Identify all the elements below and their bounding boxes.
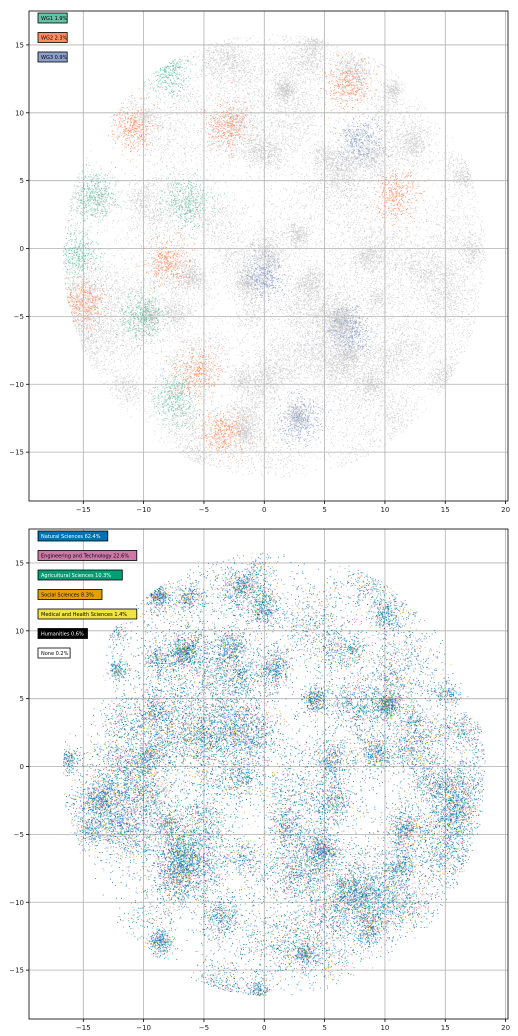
axes-frame: [28, 528, 509, 1020]
legend-box: [37, 647, 71, 659]
legend-label: Agricultural Sciences 10.3%: [41, 573, 111, 579]
legend-label: Engineering and Technology 22.6%: [41, 554, 129, 560]
scatter-points: [29, 11, 508, 501]
x-tick-label: 0: [262, 1024, 266, 1032]
x-tick-label: −10: [136, 1024, 151, 1032]
x-tick-label: −5: [199, 1024, 209, 1032]
legend-box: [37, 628, 88, 639]
x-tick-label: 20: [501, 506, 510, 514]
legend-box: [37, 51, 68, 63]
scatter-panel-fields: −15 −10 −5 0 5 10 15 20 −15 −10 −5 0 5 10 15 Natural Sc…: [9, 528, 510, 1032]
y-tick-label: 0: [20, 763, 24, 771]
y-tick-label: 5: [20, 695, 24, 703]
y-tick-label: −15: [9, 967, 24, 975]
y-tick-label: 5: [20, 177, 24, 185]
legend-box: [37, 550, 138, 561]
legend-box: [37, 589, 103, 600]
legend: Natural Sciences 62.4% Engineering and Te…: [37, 530, 138, 659]
legend-box: [37, 608, 138, 620]
x-tick-label: 10: [380, 1024, 389, 1032]
x-tick-label: 10: [380, 506, 389, 514]
legend-label: None 0.2%: [41, 651, 69, 657]
legend-label: WG1 1.9%: [41, 16, 68, 22]
x-tick-label: 15: [441, 1024, 450, 1032]
scatter-points: [29, 529, 508, 1019]
x-tick-label: 20: [501, 1024, 510, 1032]
legend-label: WG2 2.3%: [41, 36, 68, 42]
legend-label: WG3 0.9%: [41, 55, 68, 61]
legend: WG1 1.9% WG2 2.3% WG3 0.9%: [37, 12, 68, 63]
x-tick-label: 5: [322, 1024, 326, 1032]
legend-label: Medical and Health Sciences 1.4%: [41, 612, 127, 618]
x-tick-label: 0: [262, 506, 266, 514]
legend-box: [37, 12, 68, 24]
legend-label: Humanities 0.6%: [41, 632, 84, 638]
legend-label: Social Sciences 8.3%: [41, 593, 94, 599]
x-tick-label: −15: [76, 506, 91, 514]
y-tick-label: 15: [15, 41, 24, 49]
y-tick-label: −5: [14, 313, 24, 321]
y-tick-label: −5: [14, 831, 24, 839]
y-tick-label: 15: [15, 559, 24, 567]
axes-frame: [28, 10, 509, 502]
y-tick-label: −15: [9, 449, 24, 457]
x-tick-label: −10: [136, 506, 151, 514]
y-tick-label: −10: [9, 899, 24, 907]
y-tick-label: −10: [9, 381, 24, 389]
x-tick-label: −5: [199, 506, 209, 514]
legend-box: [37, 569, 123, 581]
y-tick-label: 10: [15, 627, 24, 635]
legend-box: [37, 32, 68, 43]
y-tick-label: 0: [20, 245, 24, 253]
x-tick-label: 15: [441, 506, 450, 514]
x-tick-label: −15: [76, 1024, 91, 1032]
y-tick-label: 10: [15, 109, 24, 117]
legend-label: Natural Sciences 62.4%: [41, 534, 101, 540]
x-tick-label: 5: [322, 506, 326, 514]
legend-box: [37, 530, 109, 542]
